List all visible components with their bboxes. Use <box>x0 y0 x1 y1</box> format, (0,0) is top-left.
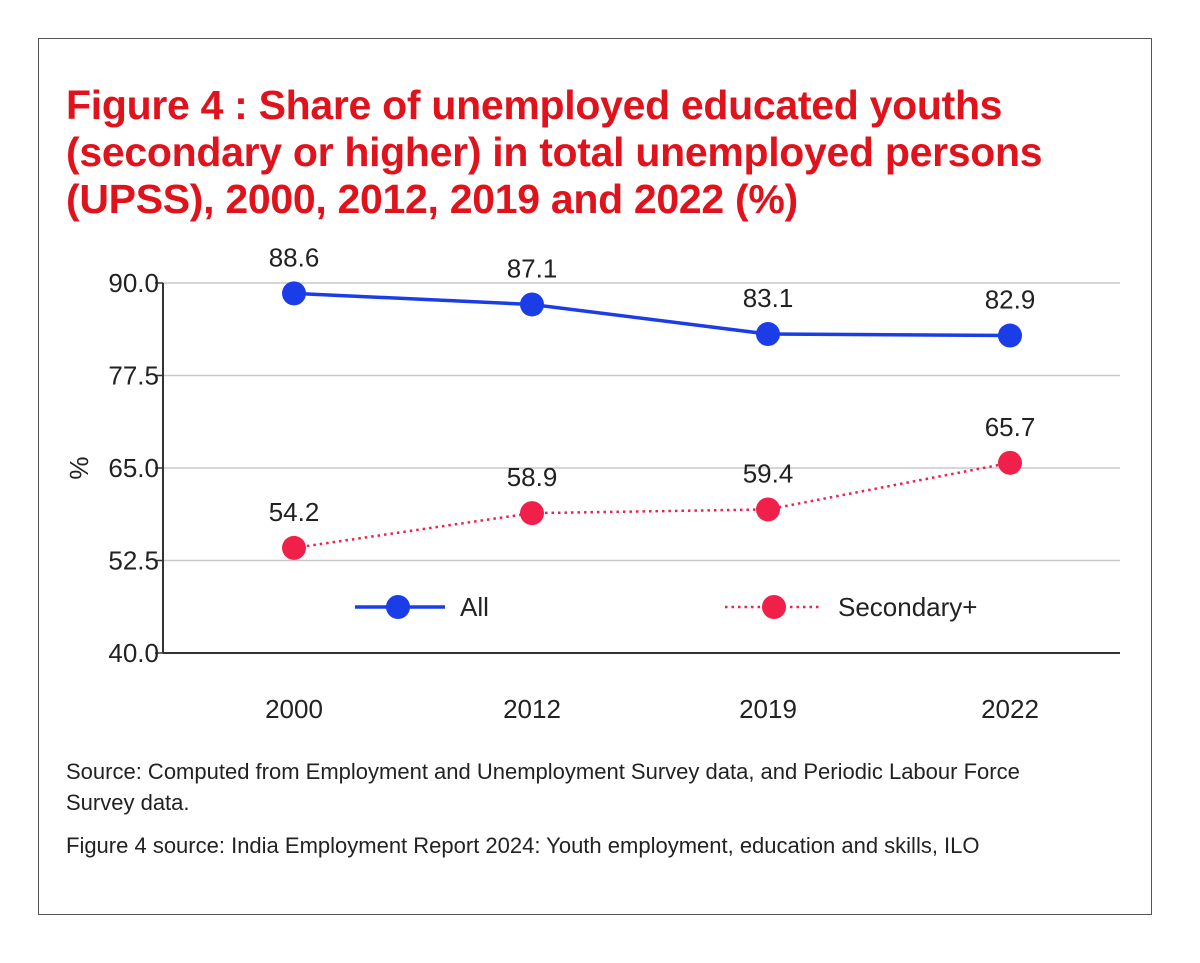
data-label: 59.4 <box>743 458 794 488</box>
y-tick-label: 40.0 <box>108 638 159 668</box>
y-axis-label: % <box>64 456 94 479</box>
legend-marker <box>386 595 410 619</box>
axis-layer: % 90.0 77.5 65.0 52.5 40.0 2000 2012 2019 2022 <box>64 268 1039 724</box>
legend: All Secondary+ <box>355 592 977 622</box>
source-note: Source: Computed from Employment and Une… <box>66 759 1020 815</box>
data-label: 65.7 <box>985 412 1036 442</box>
grid-layer <box>163 282 1120 654</box>
data-label: 58.9 <box>507 462 558 492</box>
data-point <box>756 322 780 347</box>
x-tick-label: 2022 <box>981 694 1039 724</box>
legend-marker <box>762 595 786 619</box>
figure-frame <box>38 38 1152 915</box>
chart-title: Figure 4 : Share of unemployed educated … <box>66 82 1043 222</box>
y-tick-label: 65.0 <box>108 453 159 483</box>
x-tick-label: 2012 <box>503 694 561 724</box>
y-tick-label: 77.5 <box>108 361 159 391</box>
data-label: 54.2 <box>269 497 320 527</box>
x-tick-label: 2000 <box>265 694 323 724</box>
y-tick-label: 52.5 <box>108 546 159 576</box>
data-label: 88.6 <box>269 242 320 272</box>
data-label: 83.1 <box>743 283 794 313</box>
data-point <box>282 535 306 560</box>
series-layer: 88.6 87.1 83.1 82.9 54.2 58.9 59.4 65.7 <box>269 242 1036 560</box>
data-label: 82.9 <box>985 285 1036 315</box>
data-point <box>998 450 1022 475</box>
legend-label: Secondary+ <box>838 592 977 622</box>
data-point <box>282 281 306 306</box>
legend-label: All <box>460 592 489 622</box>
data-point <box>520 292 544 317</box>
data-point <box>520 501 544 526</box>
series-line-all <box>293 291 1011 338</box>
y-tick-label: 90.0 <box>108 268 159 298</box>
series-line-secondary <box>293 461 1011 550</box>
figure-source-note: Figure 4 source: India Employment Report… <box>66 833 980 858</box>
data-point <box>998 323 1022 348</box>
data-label: 87.1 <box>507 253 558 283</box>
data-point <box>756 497 780 522</box>
x-tick-label: 2019 <box>739 694 797 724</box>
